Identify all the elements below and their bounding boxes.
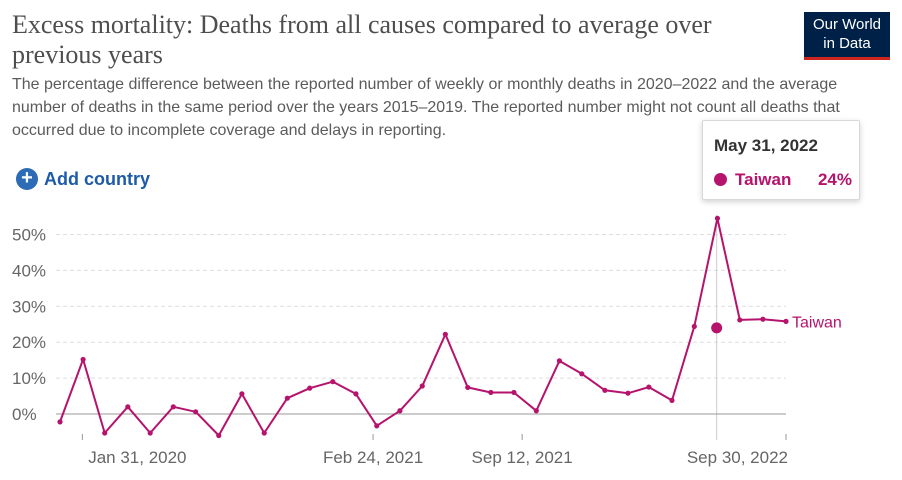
- hover-tooltip: May 31, 2022 Taiwan 24%: [702, 120, 860, 200]
- data-point: [147, 430, 153, 436]
- data-point: [714, 215, 721, 221]
- data-point: [330, 379, 336, 385]
- data-point: [80, 356, 86, 363]
- x-tick-label: Sep 30, 2022: [687, 448, 788, 467]
- data-point: [397, 408, 403, 414]
- data-point: [533, 408, 539, 414]
- y-tick-label: 50%: [12, 226, 46, 245]
- y-tick-label: 10%: [12, 369, 46, 388]
- add-country-button[interactable]: + Add country: [16, 167, 150, 191]
- data-point: [193, 409, 199, 415]
- data-point: [374, 423, 380, 429]
- plus-circle-icon: +: [16, 168, 38, 190]
- data-point: [488, 389, 494, 396]
- y-tick-label: 40%: [12, 261, 46, 280]
- data-point: [239, 391, 245, 397]
- data-point: [216, 432, 222, 439]
- logo-line-2: in Data: [823, 35, 871, 52]
- data-point: [625, 390, 631, 396]
- data-point: [353, 391, 359, 397]
- tooltip-row: Taiwan 24%: [714, 169, 852, 189]
- data-point: [556, 358, 563, 364]
- x-tick-label: Feb 24, 2021: [323, 448, 423, 467]
- data-point: [170, 404, 176, 410]
- data-point: [284, 395, 290, 401]
- chart-title: Excess mortality: Deaths from all causes…: [12, 10, 712, 69]
- y-tick-label: 30%: [12, 297, 46, 316]
- data-point: [646, 384, 652, 390]
- data-point: [465, 384, 471, 391]
- data-point: [691, 323, 697, 330]
- data-point: [602, 387, 608, 393]
- data-point: [261, 430, 267, 436]
- series-end-label: Taiwan: [792, 314, 842, 331]
- data-point: [307, 385, 313, 391]
- owid-logo[interactable]: Our World in Data: [804, 12, 890, 60]
- data-point: [419, 383, 425, 389]
- data-point: [442, 331, 448, 337]
- tooltip-value: 24%: [817, 170, 852, 189]
- chart-subtitle: The percentage difference between the re…: [12, 76, 840, 139]
- y-tick-label: 20%: [12, 333, 46, 352]
- data-point: [102, 430, 108, 436]
- x-tick-label: Sep 12, 2021: [472, 448, 573, 467]
- data-point: [579, 371, 585, 377]
- data-point: [737, 317, 743, 323]
- tooltip-date: May 31, 2022: [714, 136, 818, 155]
- data-point: [125, 404, 131, 410]
- logo-line-1: Our World: [812, 16, 882, 33]
- add-country-label: Add country: [44, 168, 150, 189]
- data-point: [57, 419, 63, 425]
- data-point: [783, 318, 789, 324]
- data-point: [760, 316, 766, 322]
- highlight-point: [711, 322, 723, 334]
- tooltip-country: Taiwan: [735, 170, 792, 189]
- data-point: [511, 389, 517, 396]
- data-point: [669, 397, 675, 403]
- y-tick-label: 0%: [12, 405, 37, 424]
- series-color-dot-icon: [714, 173, 727, 186]
- x-tick-label: Jan 31, 2020: [88, 448, 186, 467]
- series-line-taiwan: [59, 217, 787, 437]
